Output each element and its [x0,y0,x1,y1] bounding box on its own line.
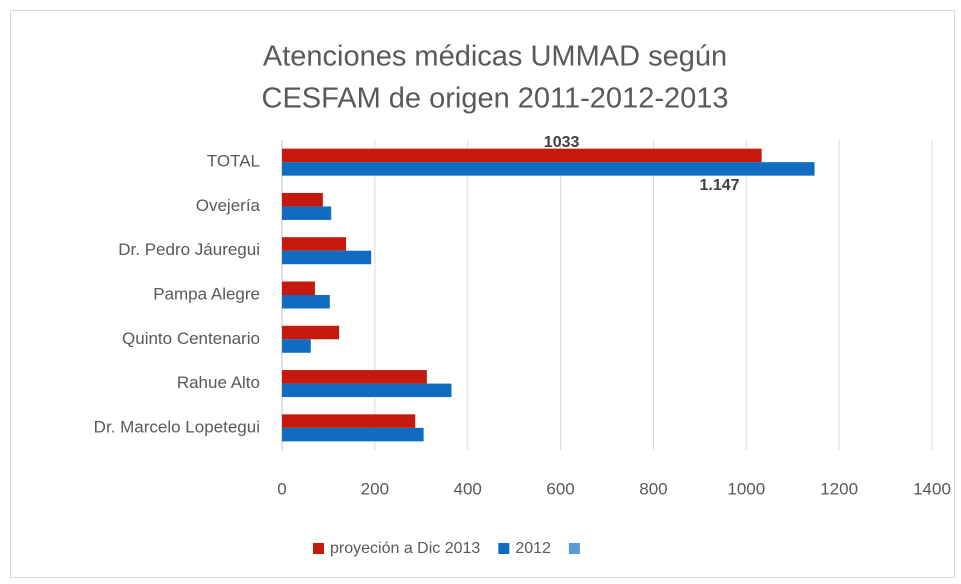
x-tick-label: 200 [361,479,389,498]
x-tick-label: 800 [639,479,667,498]
chart-title: Atenciones médicas UMMAD según [263,41,727,73]
bar [282,192,323,207]
x-tick-label: 400 [454,479,482,498]
bar [282,383,452,398]
legend-swatch [568,543,580,554]
chart-title: CESFAM de origen 2011-2012-2013 [262,83,729,115]
legend-swatch [498,543,510,554]
bar [282,250,372,265]
x-tick-label: 600 [546,479,574,498]
bar [282,162,815,176]
x-tick-label: 0 [277,479,286,498]
y-tick-label: Dr. Pedro Jáuregui [118,240,260,259]
legend-label: 2012 [515,540,551,557]
bar [282,237,347,251]
bar [282,148,762,163]
bar [282,427,424,442]
x-tick-label: 1000 [727,479,765,498]
legend-swatch [313,543,324,554]
chart-frame [10,10,955,578]
data-label: 1.147 [700,177,740,194]
y-tick-label: Rahue Alto [177,373,260,392]
bar [282,339,311,353]
y-tick-label: Pampa Alegre [153,284,260,303]
legend-label: proyeción a Dic 2013 [330,540,480,557]
data-label: 1033 [544,134,580,151]
y-tick-label: TOTAL [207,152,260,171]
y-tick-label: Dr. Marcelo Lopetegui [94,417,260,436]
bar [282,295,330,309]
bar [282,206,332,220]
x-tick-label: 1200 [820,479,858,498]
x-tick-label: 1400 [913,479,951,498]
y-tick-label: Ovejería [196,196,261,215]
bar [282,370,427,384]
y-tick-label: Quinto Centenario [122,329,260,348]
bar [282,325,340,340]
bar [282,414,416,428]
bar [282,281,315,295]
